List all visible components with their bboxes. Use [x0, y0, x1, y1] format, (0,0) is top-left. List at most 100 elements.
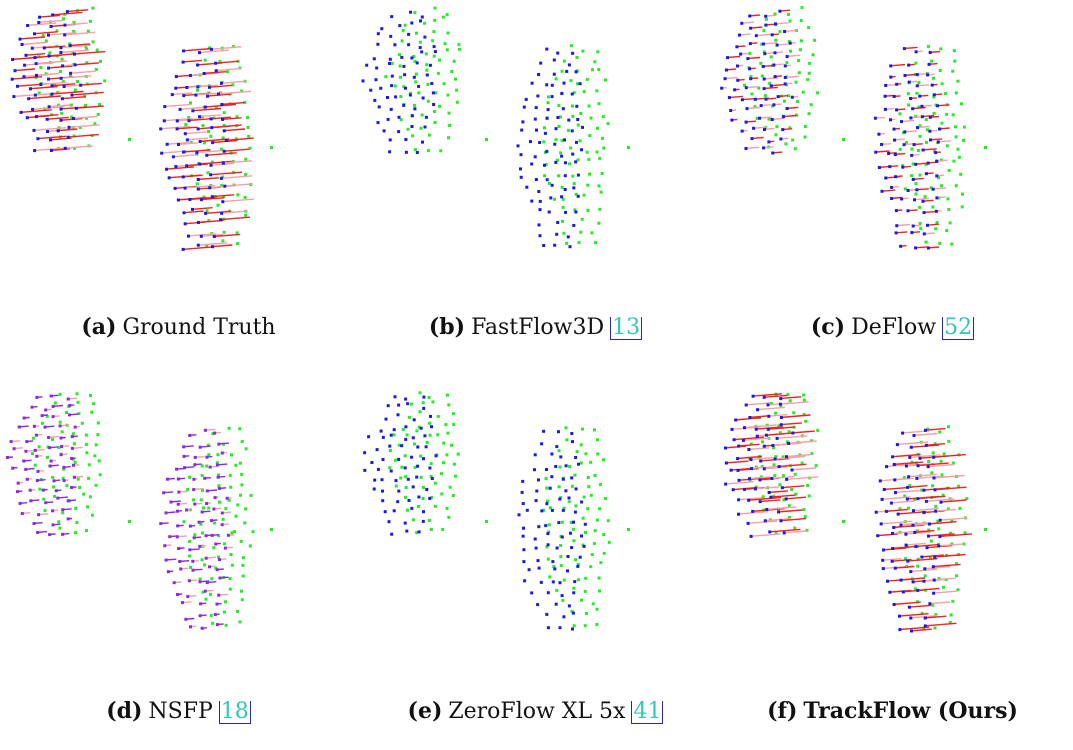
source-point — [24, 468, 27, 471]
target-point — [65, 484, 68, 487]
target-point — [399, 477, 402, 480]
flow-vector — [876, 534, 898, 536]
source-point — [408, 499, 411, 502]
target-point — [446, 432, 449, 435]
target-point — [559, 151, 562, 154]
source-point — [380, 27, 383, 30]
source-point — [177, 491, 180, 494]
citation-link[interactable]: 52 — [942, 317, 974, 340]
target-point — [808, 72, 811, 75]
source-point — [912, 524, 915, 527]
source-point — [937, 545, 940, 548]
target-point — [92, 402, 95, 405]
target-point — [85, 529, 88, 532]
source-point — [562, 478, 565, 481]
target-point — [224, 600, 227, 603]
source-point — [902, 590, 905, 593]
target-point — [207, 507, 210, 510]
target-point — [591, 553, 594, 556]
target-point — [546, 500, 549, 503]
target-point — [950, 614, 953, 617]
source-point — [762, 43, 765, 46]
target-point — [916, 565, 919, 568]
target-point — [955, 184, 958, 187]
caption-method-name: FastFlow3D — [471, 315, 604, 340]
source-point — [907, 475, 910, 478]
source-point — [554, 465, 557, 468]
source-point — [531, 82, 534, 85]
source-point — [730, 469, 733, 472]
source-point — [742, 439, 745, 442]
source-point — [37, 21, 40, 24]
source-point — [400, 56, 403, 59]
source-point — [216, 623, 219, 626]
target-point — [434, 121, 437, 124]
source-point — [52, 523, 55, 526]
target-point — [932, 451, 935, 454]
target-point — [450, 70, 453, 73]
panel-a: (a)Ground Truth — [0, 0, 357, 368]
flow-vector — [759, 500, 781, 502]
target-point — [586, 151, 589, 154]
source-point — [746, 57, 749, 60]
source-point — [60, 119, 63, 122]
source-point — [397, 490, 400, 493]
caption-label: (c) — [811, 314, 845, 340]
target-point — [59, 393, 62, 396]
source-point — [398, 24, 401, 27]
target-point — [934, 227, 937, 230]
citation-link[interactable]: 18 — [219, 701, 251, 724]
source-point — [729, 109, 732, 112]
target-point — [223, 111, 226, 114]
source-point — [912, 178, 915, 181]
flow-vector — [745, 403, 770, 405]
target-point — [590, 117, 593, 120]
target-point — [222, 518, 225, 521]
target-point — [206, 171, 209, 174]
source-point — [24, 450, 27, 453]
flow-vector — [203, 72, 227, 74]
source-point — [404, 425, 407, 428]
target-point — [92, 40, 95, 43]
source-point — [904, 533, 907, 536]
source-point — [571, 153, 574, 156]
target-point — [558, 485, 561, 488]
source-point — [896, 443, 899, 446]
target-point — [751, 93, 754, 96]
source-point — [549, 196, 552, 199]
source-point — [210, 126, 213, 129]
source-point — [429, 415, 432, 418]
target-point — [406, 509, 409, 512]
target-point — [899, 148, 902, 151]
outlier-point — [270, 146, 273, 149]
flow-vector — [165, 167, 194, 169]
source-point — [583, 545, 586, 548]
source-point — [530, 200, 533, 203]
target-point — [953, 49, 956, 52]
source-point — [928, 602, 931, 605]
source-point — [181, 601, 184, 604]
source-point — [390, 108, 393, 111]
source-point — [567, 555, 570, 558]
outlier-point — [627, 146, 630, 149]
source-point — [407, 33, 410, 36]
target-point — [937, 527, 940, 530]
citation-link[interactable]: 41 — [631, 701, 663, 724]
source-point — [564, 188, 567, 191]
target-point — [446, 48, 449, 51]
source-point — [178, 560, 181, 563]
target-point — [186, 488, 189, 491]
citation-link[interactable]: 13 — [610, 317, 642, 340]
target-point — [218, 501, 221, 504]
source-point — [227, 534, 230, 537]
target-point — [785, 61, 788, 64]
flow-vector — [777, 510, 802, 512]
source-point — [22, 460, 25, 463]
source-point — [221, 512, 224, 515]
source-point — [545, 502, 548, 505]
source-point — [922, 200, 925, 203]
source-point — [420, 50, 423, 53]
flow-vector — [210, 47, 241, 50]
source-point — [894, 153, 897, 156]
caption-label: (f) — [767, 698, 797, 724]
